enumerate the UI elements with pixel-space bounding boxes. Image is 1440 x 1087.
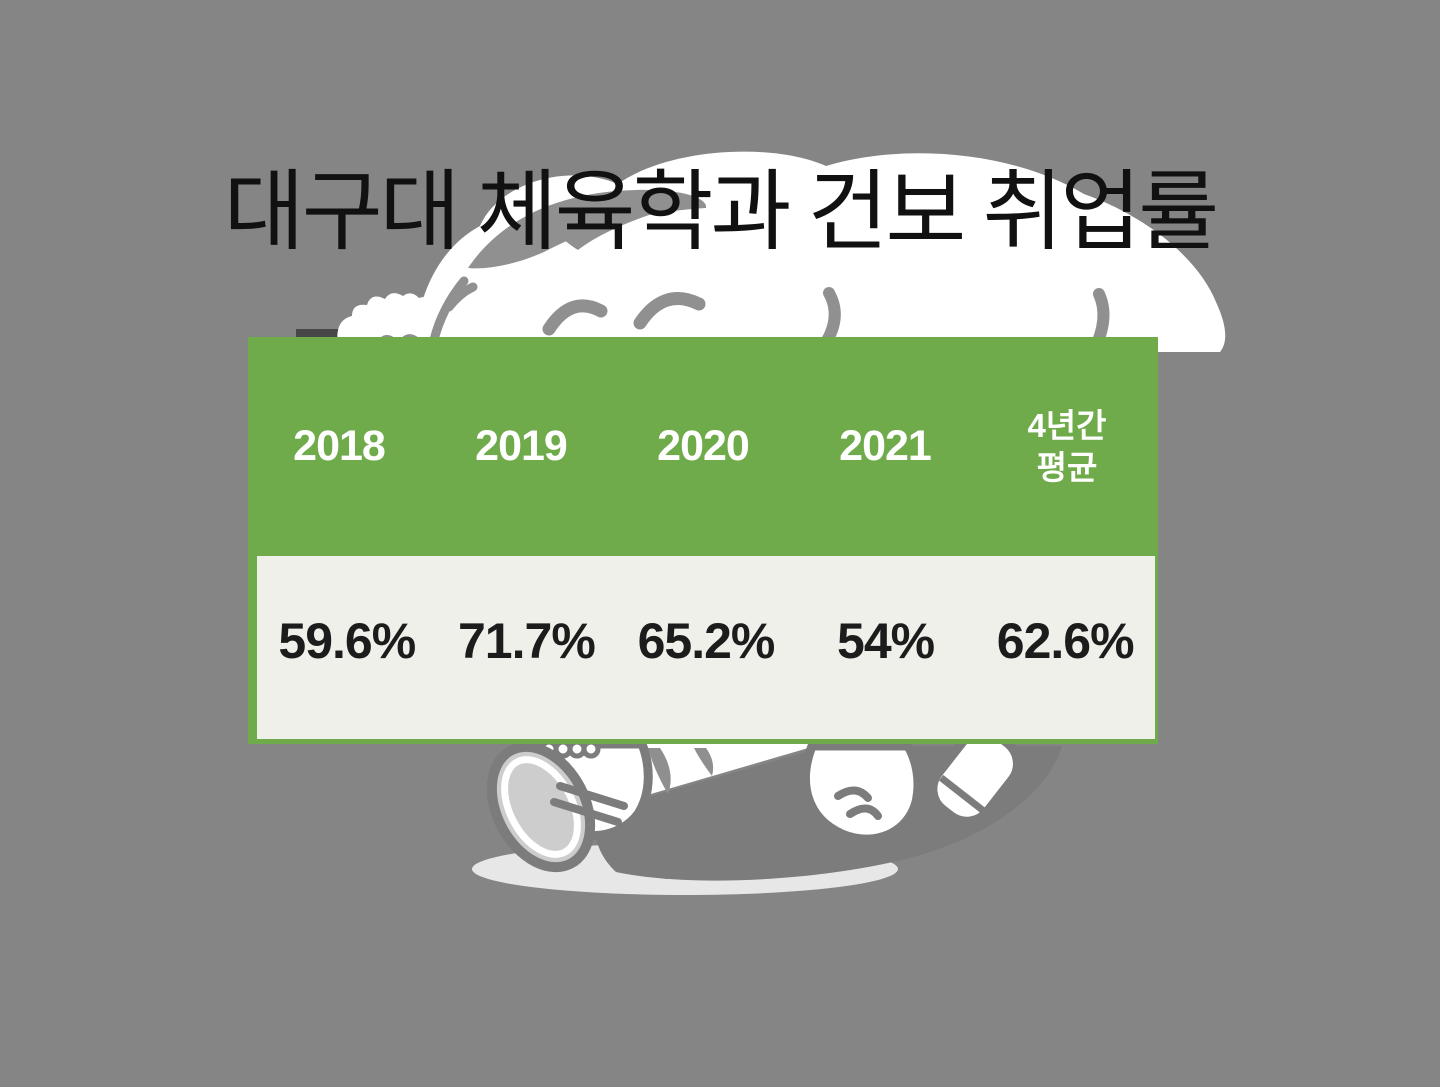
tiger-closed-eyes xyxy=(542,292,706,336)
value-cell-2020: 65.2% xyxy=(637,612,776,669)
header-cell-2018: 2018 xyxy=(293,422,386,470)
tiger-lower-body xyxy=(472,727,1062,895)
tiger-ankle-cuff xyxy=(928,727,1022,826)
header-cell-4yr-average: 4년간 평균 xyxy=(1027,407,1107,486)
tiger-leg-stripe xyxy=(648,748,671,794)
tiger-head xyxy=(337,151,1226,356)
tiger-shoe-sole xyxy=(486,741,596,873)
table-header-row: 2018 2019 2020 2021 4년간 평균 xyxy=(248,337,1158,556)
tiger-whisker-branch xyxy=(429,276,478,345)
table-value-row: 59.6% 71.7% 65.2% 54% 62.6% xyxy=(257,556,1155,739)
tiger-paw-finger-lines xyxy=(834,786,882,820)
tiger-leg-stripe xyxy=(694,748,714,776)
header-cell-2021: 2021 xyxy=(839,422,932,470)
header-cell-2019: 2019 xyxy=(475,422,568,470)
tiger-head-stripe xyxy=(548,204,658,250)
value-cell-2018: 59.6% xyxy=(278,612,416,669)
value-cell-4yr-average: 62.6% xyxy=(996,612,1135,669)
employment-rate-table: 2018 2019 2020 2021 4년간 평균 59.6% 71.7% 6… xyxy=(248,337,1158,744)
header-cell-2020: 2020 xyxy=(657,422,750,470)
tiger-paw-left xyxy=(337,293,441,346)
tiger-shoe-laces xyxy=(550,782,628,826)
value-cell-2019: 71.7% xyxy=(458,612,596,669)
value-cell-2021: 54% xyxy=(837,612,935,669)
page-title: 대구대 체육학과 건보 취업률 xyxy=(223,165,1220,262)
